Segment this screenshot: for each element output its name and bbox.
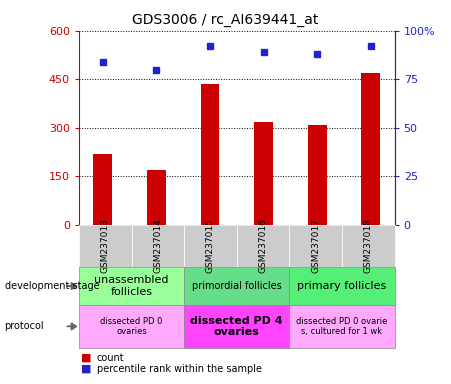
- Text: GSM237016: GSM237016: [258, 218, 267, 273]
- Text: GSM237015: GSM237015: [206, 218, 215, 273]
- Text: GSM237017: GSM237017: [311, 218, 320, 273]
- Text: count: count: [97, 353, 124, 363]
- Bar: [254, 122, 273, 225]
- Text: primordial follicles: primordial follicles: [192, 281, 282, 291]
- Bar: [93, 154, 112, 225]
- Bar: [201, 84, 219, 225]
- Text: primary follicles: primary follicles: [297, 281, 387, 291]
- Text: GSM237013: GSM237013: [101, 218, 110, 273]
- Text: dissected PD 4
ovaries: dissected PD 4 ovaries: [190, 316, 283, 337]
- Bar: [308, 125, 327, 225]
- Text: dissected PD 0 ovarie
s, cultured for 1 wk: dissected PD 0 ovarie s, cultured for 1 …: [296, 317, 388, 336]
- Text: unassembled
follicles: unassembled follicles: [94, 275, 169, 297]
- Text: GSM237014: GSM237014: [153, 218, 162, 273]
- Text: protocol: protocol: [5, 321, 44, 331]
- Text: ■: ■: [81, 364, 92, 374]
- Bar: [147, 170, 166, 225]
- Text: GSM237018: GSM237018: [364, 218, 373, 273]
- Text: percentile rank within the sample: percentile rank within the sample: [97, 364, 262, 374]
- Bar: [362, 73, 380, 225]
- Text: GDS3006 / rc_AI639441_at: GDS3006 / rc_AI639441_at: [132, 13, 319, 27]
- Text: dissected PD 0
ovaries: dissected PD 0 ovaries: [101, 317, 163, 336]
- Text: development stage: development stage: [5, 281, 99, 291]
- Text: ■: ■: [81, 353, 92, 363]
